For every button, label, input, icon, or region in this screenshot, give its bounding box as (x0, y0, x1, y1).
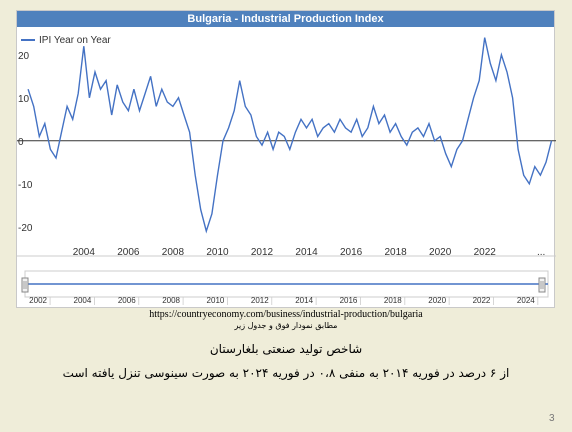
y-tick-label: 20 (18, 51, 30, 62)
navigator-tick-label: 2024 (517, 296, 535, 305)
x-tick-label: 2010 (206, 247, 229, 258)
navigator-tick-label: 2002 (29, 296, 47, 305)
y-tick-label: -20 (18, 223, 33, 234)
x-tick-label: 2018 (385, 247, 408, 258)
navigator-tick-label: 2008 (162, 296, 180, 305)
page-number: 3 (549, 413, 555, 424)
y-tick-label: 10 (18, 94, 30, 105)
navigator-tick-label: 2014 (295, 296, 313, 305)
x-tick-label: 2022 (474, 247, 497, 258)
x-tick-label: 2006 (117, 247, 140, 258)
navigator-tick-label: 2010 (207, 296, 225, 305)
chart-title: Bulgaria - Industrial Production Index (17, 11, 554, 27)
slide-body-text: از ۶ درصد در فوریه ۲۰۱۴ به منفی ۰،۸ در ف… (62, 366, 510, 380)
navigator-tick-label: 2012 (251, 296, 269, 305)
x-tick-label: 2004 (73, 247, 96, 258)
chart-panel: Bulgaria - Industrial Production Index -… (16, 10, 556, 308)
legend-label[interactable]: IPI Year on Year (39, 35, 111, 46)
x-tick-label: 2008 (162, 247, 185, 258)
y-tick-label: -10 (18, 180, 33, 191)
navigator-tick-label: 2006 (118, 296, 136, 305)
x-tick-label: 2016 (340, 247, 363, 258)
navigator-tick-label: 2016 (340, 296, 358, 305)
navigator-tick-label: 2022 (473, 296, 491, 305)
dots-icon: ... (537, 247, 545, 258)
navigator-tick-label: 2018 (384, 296, 402, 305)
navigator-tick-label: 2020 (428, 296, 446, 305)
source-note: مطابق نمودار فوق و جدول زیر (234, 321, 338, 330)
x-tick-label: 2020 (429, 247, 452, 258)
range-handle-icon[interactable] (538, 277, 546, 293)
chart-svg: -20 -10 0 10 20 2004 2006 2008 2010 2012 2014 2016 2… (17, 35, 556, 305)
series-line (27, 37, 553, 234)
x-tick-label: 2012 (251, 247, 274, 258)
y-tick-label: 0 (18, 137, 24, 148)
x-tick-label: 2014 (295, 247, 318, 258)
slide-title: شاخص تولید صنعتی بلغارستان (209, 342, 363, 356)
range-handle-icon[interactable] (21, 277, 29, 293)
navigator-tick-label: 2004 (74, 296, 92, 305)
source-url[interactable]: https://countryeconomy.com/business/indu… (149, 309, 423, 320)
